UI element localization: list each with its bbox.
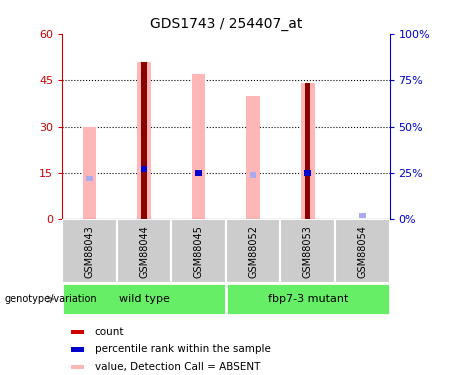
Text: count: count xyxy=(95,327,124,337)
Bar xyxy=(141,166,148,172)
Bar xyxy=(280,219,335,283)
Text: GSM88053: GSM88053 xyxy=(303,225,313,278)
Bar xyxy=(226,283,390,315)
Bar xyxy=(246,96,260,219)
Bar xyxy=(301,83,314,219)
Bar xyxy=(71,347,83,352)
Text: percentile rank within the sample: percentile rank within the sample xyxy=(95,345,271,354)
Text: GSM88052: GSM88052 xyxy=(248,225,258,278)
Bar xyxy=(195,170,202,176)
Bar xyxy=(304,170,311,176)
Text: GSM88045: GSM88045 xyxy=(194,225,204,278)
Text: GSM88044: GSM88044 xyxy=(139,225,149,278)
Title: GDS1743 / 254407_at: GDS1743 / 254407_at xyxy=(150,17,302,32)
Text: GSM88054: GSM88054 xyxy=(357,225,367,278)
Bar xyxy=(137,62,151,219)
Bar xyxy=(250,172,256,178)
Bar xyxy=(117,219,171,283)
Bar xyxy=(86,176,93,182)
Bar xyxy=(192,74,206,219)
Bar xyxy=(71,364,83,369)
Bar xyxy=(62,219,117,283)
Bar xyxy=(335,219,390,283)
Text: genotype/variation: genotype/variation xyxy=(5,294,97,304)
Text: fbp7-3 mutant: fbp7-3 mutant xyxy=(267,294,348,304)
Bar xyxy=(83,127,96,219)
Bar xyxy=(226,219,280,283)
Bar xyxy=(305,83,310,219)
Text: value, Detection Call = ABSENT: value, Detection Call = ABSENT xyxy=(95,362,260,372)
Bar xyxy=(71,330,83,334)
Bar xyxy=(142,62,147,219)
Bar xyxy=(171,219,226,283)
Text: GSM88043: GSM88043 xyxy=(84,225,95,278)
Bar xyxy=(359,213,366,219)
Text: wild type: wild type xyxy=(118,294,170,304)
Bar xyxy=(62,283,226,315)
